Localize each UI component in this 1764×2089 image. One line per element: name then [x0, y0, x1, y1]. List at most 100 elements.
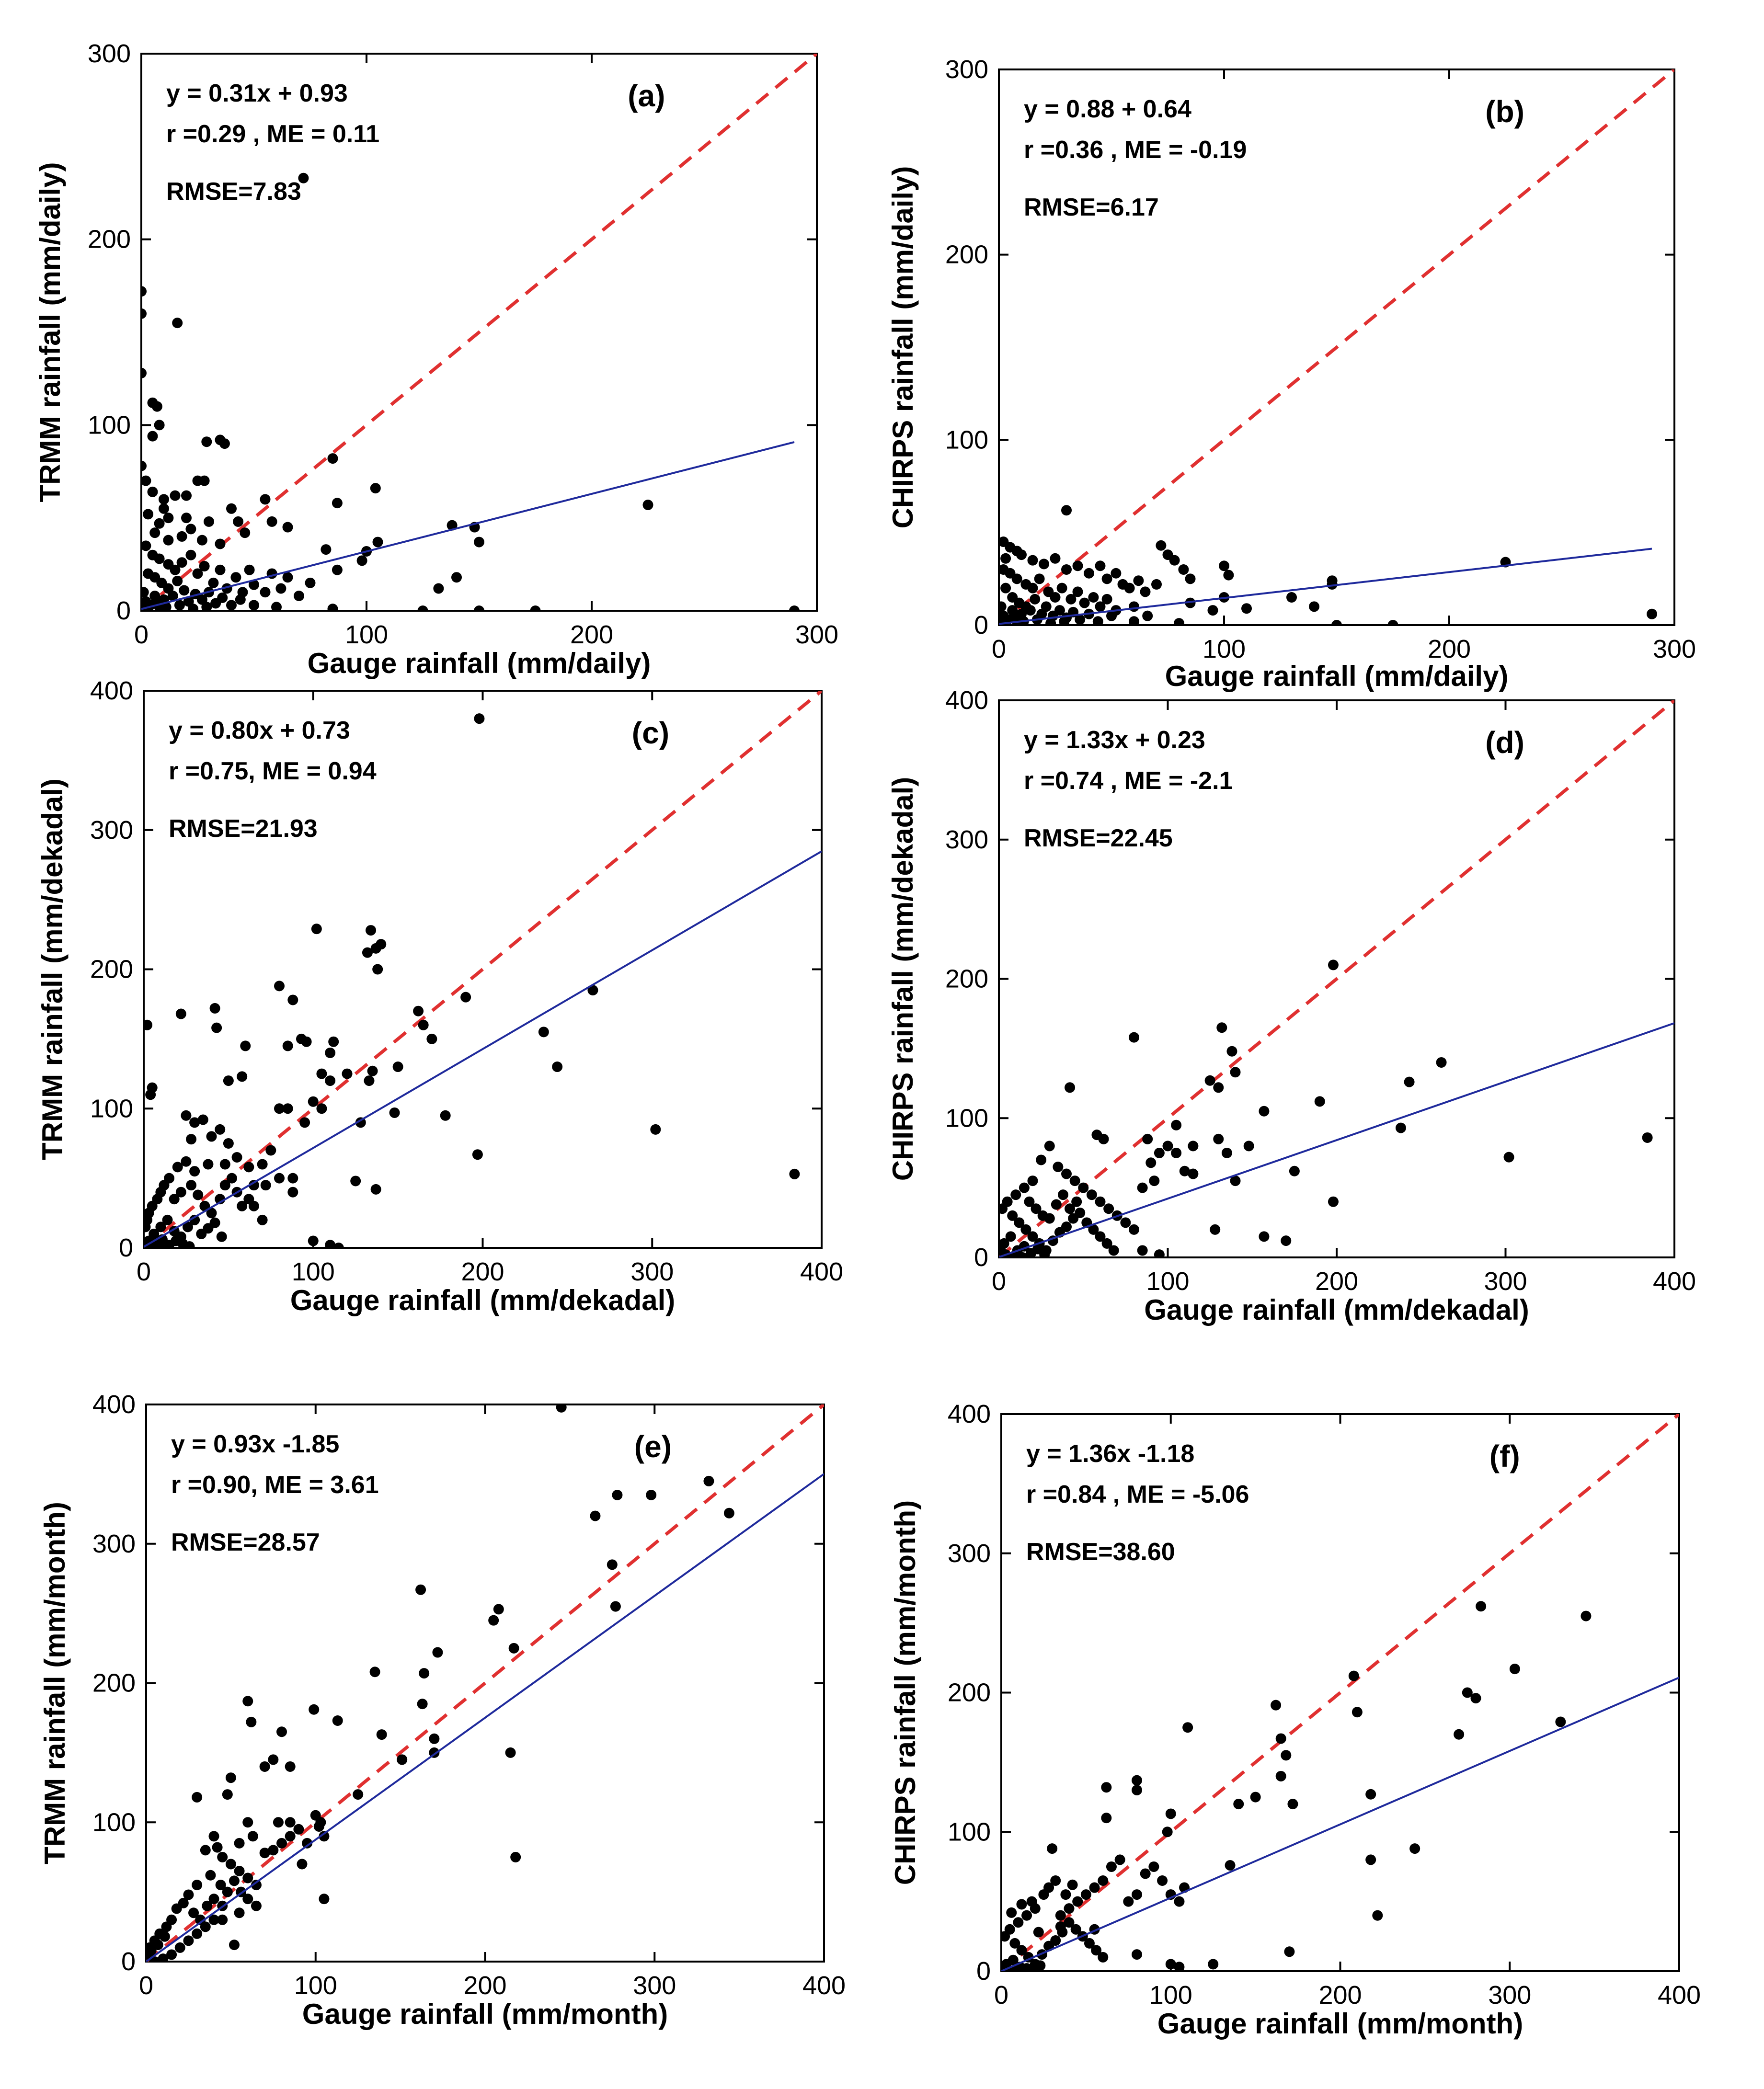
data-point [297, 1859, 308, 1870]
data-point [1050, 553, 1061, 564]
data-point [610, 1601, 621, 1612]
data-point [1013, 1917, 1024, 1928]
y-tick-label: 300 [945, 825, 988, 854]
data-point [215, 538, 226, 549]
data-point [1008, 1954, 1019, 1965]
data-point [1142, 610, 1153, 621]
data-point [154, 553, 165, 564]
data-point [244, 564, 255, 575]
data-point [315, 1817, 326, 1828]
data-point [1171, 1119, 1182, 1130]
data-point [183, 1935, 194, 1946]
panel-letter: (e) [634, 1429, 672, 1464]
data-point [417, 605, 428, 611]
data-point [219, 1159, 230, 1170]
data-point [392, 1062, 403, 1073]
data-point [1503, 1152, 1514, 1163]
data-point [159, 1931, 170, 1942]
data-point [1404, 1076, 1415, 1087]
data-point [1036, 1154, 1047, 1165]
data-point [246, 1716, 257, 1727]
data-point [1084, 1938, 1095, 1949]
x-tick-label: 100 [1203, 635, 1246, 663]
data-point [789, 605, 800, 611]
data-point [1470, 1693, 1481, 1704]
data-point [505, 1747, 516, 1758]
stats-line: RMSE=7.83 [166, 178, 301, 205]
y-axis-label: TRMM rainfall (mm/daily) [34, 162, 66, 502]
data-point [1133, 575, 1144, 586]
data-point [172, 318, 183, 329]
data-point [170, 490, 181, 501]
data-point [1225, 1860, 1236, 1871]
data-point [242, 1894, 253, 1905]
data-point [240, 527, 251, 538]
data-point [1271, 1700, 1282, 1711]
data-point [259, 1848, 270, 1859]
data-point [1327, 579, 1338, 590]
data-point [1185, 573, 1196, 584]
data-point [154, 518, 165, 529]
data-point [530, 605, 541, 611]
data-point [1387, 620, 1398, 625]
data-point [309, 1704, 320, 1715]
data-point [1132, 1949, 1142, 1960]
y-tick-label: 100 [948, 1817, 991, 1846]
data-point [242, 1872, 253, 1884]
data-point [1275, 1770, 1286, 1781]
data-point [186, 1134, 197, 1145]
data-point [1017, 1252, 1028, 1257]
data-point [144, 1019, 153, 1030]
data-point [1024, 1196, 1035, 1207]
data-point [215, 1880, 226, 1891]
y-tick-label: 300 [945, 55, 988, 84]
data-point [234, 1866, 245, 1877]
data-point [282, 572, 293, 583]
data-point [355, 1117, 366, 1128]
data-point [418, 1019, 429, 1030]
data-point [179, 585, 190, 596]
scatter-points [146, 1404, 734, 1962]
data-point [271, 602, 282, 611]
data-point [1086, 1189, 1097, 1200]
data-point [1106, 610, 1117, 621]
data-point [200, 1921, 211, 1932]
data-point [789, 1168, 800, 1179]
data-point [1226, 1046, 1237, 1057]
data-point [208, 1914, 219, 1925]
x-axis-label: Gauge rainfall (mm/month) [302, 1998, 668, 2030]
data-point [1005, 1231, 1016, 1242]
data-point [230, 572, 241, 583]
data-point [199, 560, 210, 571]
data-point [1314, 1096, 1325, 1107]
stats-line: y = 1.36x -1.18 [1026, 1440, 1194, 1468]
data-point [1365, 1789, 1376, 1800]
data-point [282, 522, 293, 533]
x-tick-label: 400 [1658, 1981, 1701, 2009]
data-point [332, 1715, 343, 1726]
data-point [1241, 603, 1252, 614]
data-point [1509, 1664, 1520, 1675]
x-tick-label: 0 [992, 1267, 1006, 1296]
data-point [1287, 1799, 1298, 1810]
data-point [1053, 1162, 1064, 1173]
data-point [188, 604, 199, 611]
data-point [1075, 1207, 1086, 1218]
x-axis-label: Gauge rainfall (mm/daily) [308, 647, 651, 679]
y-tick-label: 200 [948, 1678, 991, 1707]
data-point [192, 1880, 203, 1891]
data-point [1132, 1889, 1142, 1900]
data-point [196, 535, 207, 546]
data-point [182, 1221, 193, 1233]
data-point [325, 1240, 336, 1248]
y-tick-label: 300 [948, 1539, 991, 1568]
data-point [226, 503, 237, 514]
data-point [369, 1667, 380, 1678]
data-point [612, 1489, 623, 1500]
stats-line: y = 0.31x + 0.93 [166, 80, 348, 107]
data-point [508, 1643, 519, 1654]
data-point [1120, 1217, 1131, 1228]
data-point [1174, 1896, 1185, 1907]
data-point [1174, 618, 1184, 625]
data-point [325, 1075, 336, 1086]
